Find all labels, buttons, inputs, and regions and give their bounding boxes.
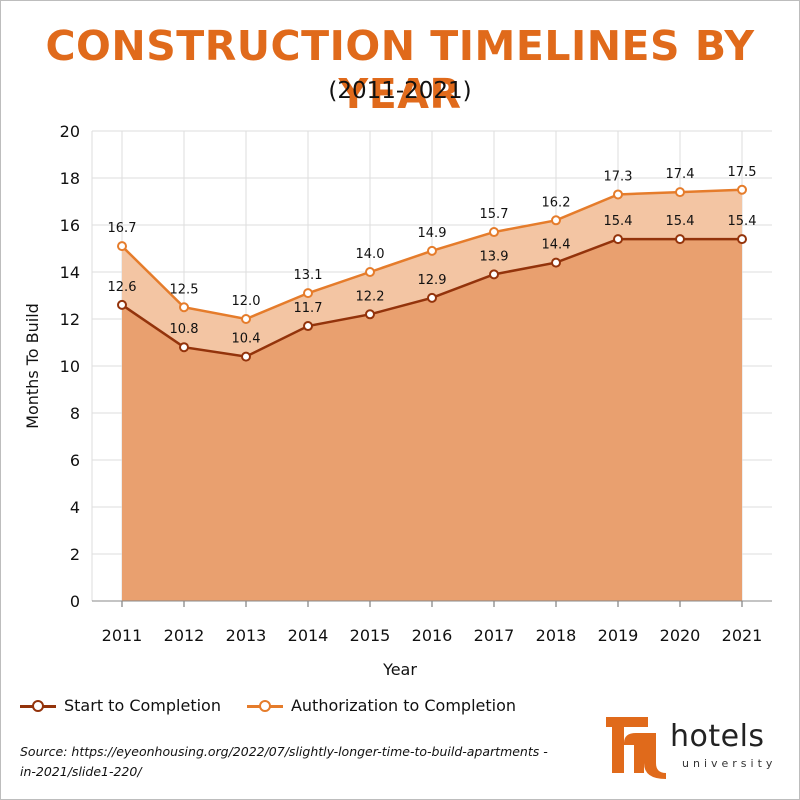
label-layer: 16.7 12.5 12.0 13.1 14.0 14.9 15.7 16.2 17.3 17.4… [108, 165, 757, 347]
data-label-authorization-to-completion: 12.0 [232, 294, 261, 309]
data-label-authorization-to-completion: 15.7 [480, 207, 509, 222]
data-label-authorization-to-completion: 17.5 [728, 165, 757, 180]
point-authorization-to-completion [365, 267, 375, 277]
point-start-to-completion [613, 234, 623, 245]
legend-label-start: Start to Completion [64, 696, 221, 715]
point-layer [117, 184, 747, 362]
hu-logo-icon [606, 717, 666, 779]
point-start-to-completion [675, 234, 685, 245]
point-authorization-to-completion [179, 302, 189, 313]
point-start-to-completion [551, 257, 561, 268]
y-tick-label: 10 [60, 357, 80, 376]
point-start-to-completion [179, 342, 189, 353]
x-axis-title: Year [382, 660, 417, 679]
logo-text: hotels [670, 719, 765, 754]
x-tick-label: 2017 [474, 626, 515, 645]
y-tick-label: 16 [60, 216, 80, 235]
data-label-authorization-to-completion: 17.3 [604, 169, 633, 184]
chart-title: CONSTRUCTION TIMELINES BY YEAR [45, 22, 755, 118]
axis-layer: 0 2 4 6 8 10 12 14 16 18 20 2011 2012 2013 2014 2015 201… [23, 122, 772, 679]
chart-subtitle: (2011-2021) [328, 78, 472, 104]
data-label-start-to-completion: 15.4 [666, 214, 695, 229]
source-note: Source: https://eyeonhousing.org/2022/07… [20, 744, 548, 779]
y-tick-label: 8 [70, 404, 80, 423]
legend-label-authorization: Authorization to Completion [290, 696, 517, 715]
y-tick-label: 2 [70, 545, 80, 564]
legend: Start to Completion Authorization to Com… [20, 696, 542, 715]
point-authorization-to-completion [675, 187, 685, 198]
x-tick-label: 2013 [226, 626, 267, 645]
data-label-authorization-to-completion: 12.5 [170, 282, 199, 297]
x-tick-label: 2020 [660, 626, 701, 645]
point-start-to-completion [365, 309, 375, 320]
logo-subtext: university [682, 757, 777, 770]
point-authorization-to-completion [241, 314, 251, 324]
x-tick-label: 2012 [164, 626, 205, 645]
point-authorization-to-completion [613, 189, 623, 200]
data-label-start-to-completion: 15.4 [728, 214, 757, 229]
point-start-to-completion [117, 299, 127, 310]
data-label-start-to-completion: 12.9 [418, 273, 447, 288]
y-tick-label: 12 [60, 310, 80, 329]
y-tick-label: 20 [60, 122, 80, 141]
point-start-to-completion [489, 269, 499, 280]
data-label-start-to-completion: 10.4 [232, 332, 261, 347]
data-label-authorization-to-completion: 14.0 [356, 247, 385, 262]
point-authorization-to-completion [117, 241, 127, 252]
y-tick-label: 14 [60, 263, 80, 282]
point-authorization-to-completion [737, 184, 747, 195]
y-axis-title: Months To Build [23, 303, 42, 429]
point-start-to-completion [427, 292, 437, 303]
x-tick-label: 2016 [412, 626, 453, 645]
hotels-university-logo: hotels university [604, 713, 774, 783]
point-authorization-to-completion [551, 215, 561, 226]
y-tick-label: 6 [70, 451, 80, 470]
area-start-to-completion [122, 239, 742, 601]
point-start-to-completion [303, 321, 313, 332]
data-label-start-to-completion: 11.7 [294, 301, 323, 316]
point-authorization-to-completion [427, 245, 437, 256]
x-tick-label: 2011 [102, 626, 143, 645]
point-start-to-completion [737, 234, 747, 245]
x-tick-label: 2015 [350, 626, 391, 645]
point-authorization-to-completion [303, 288, 313, 299]
data-label-authorization-to-completion: 16.2 [542, 195, 571, 210]
data-label-start-to-completion: 10.8 [170, 322, 199, 337]
legend-item-start: Start to Completion [20, 696, 221, 715]
area-layer [122, 189, 742, 601]
point-authorization-to-completion [489, 227, 499, 238]
x-tick-label: 2018 [536, 626, 577, 645]
data-label-start-to-completion: 14.4 [542, 238, 571, 253]
x-tick-label: 2021 [722, 626, 763, 645]
data-label-start-to-completion: 13.9 [480, 249, 509, 264]
data-label-authorization-to-completion: 13.1 [294, 268, 323, 283]
data-label-start-to-completion: 12.6 [108, 280, 137, 295]
legend-swatch-start [20, 699, 56, 712]
data-label-authorization-to-completion: 16.7 [108, 221, 137, 236]
data-label-start-to-completion: 15.4 [604, 214, 633, 229]
point-start-to-completion [241, 351, 251, 362]
legend-item-authorization: Authorization to Completion [246, 696, 517, 715]
y-tick-label: 0 [70, 592, 80, 611]
x-tick-label: 2019 [598, 626, 639, 645]
y-tick-label: 4 [70, 498, 80, 517]
x-tick-label: 2014 [288, 626, 329, 645]
legend-swatch-authorization [246, 699, 283, 712]
y-tick-label: 18 [60, 169, 80, 188]
data-label-start-to-completion: 12.2 [356, 289, 385, 304]
data-label-authorization-to-completion: 17.4 [666, 167, 695, 182]
data-label-authorization-to-completion: 14.9 [418, 226, 447, 241]
